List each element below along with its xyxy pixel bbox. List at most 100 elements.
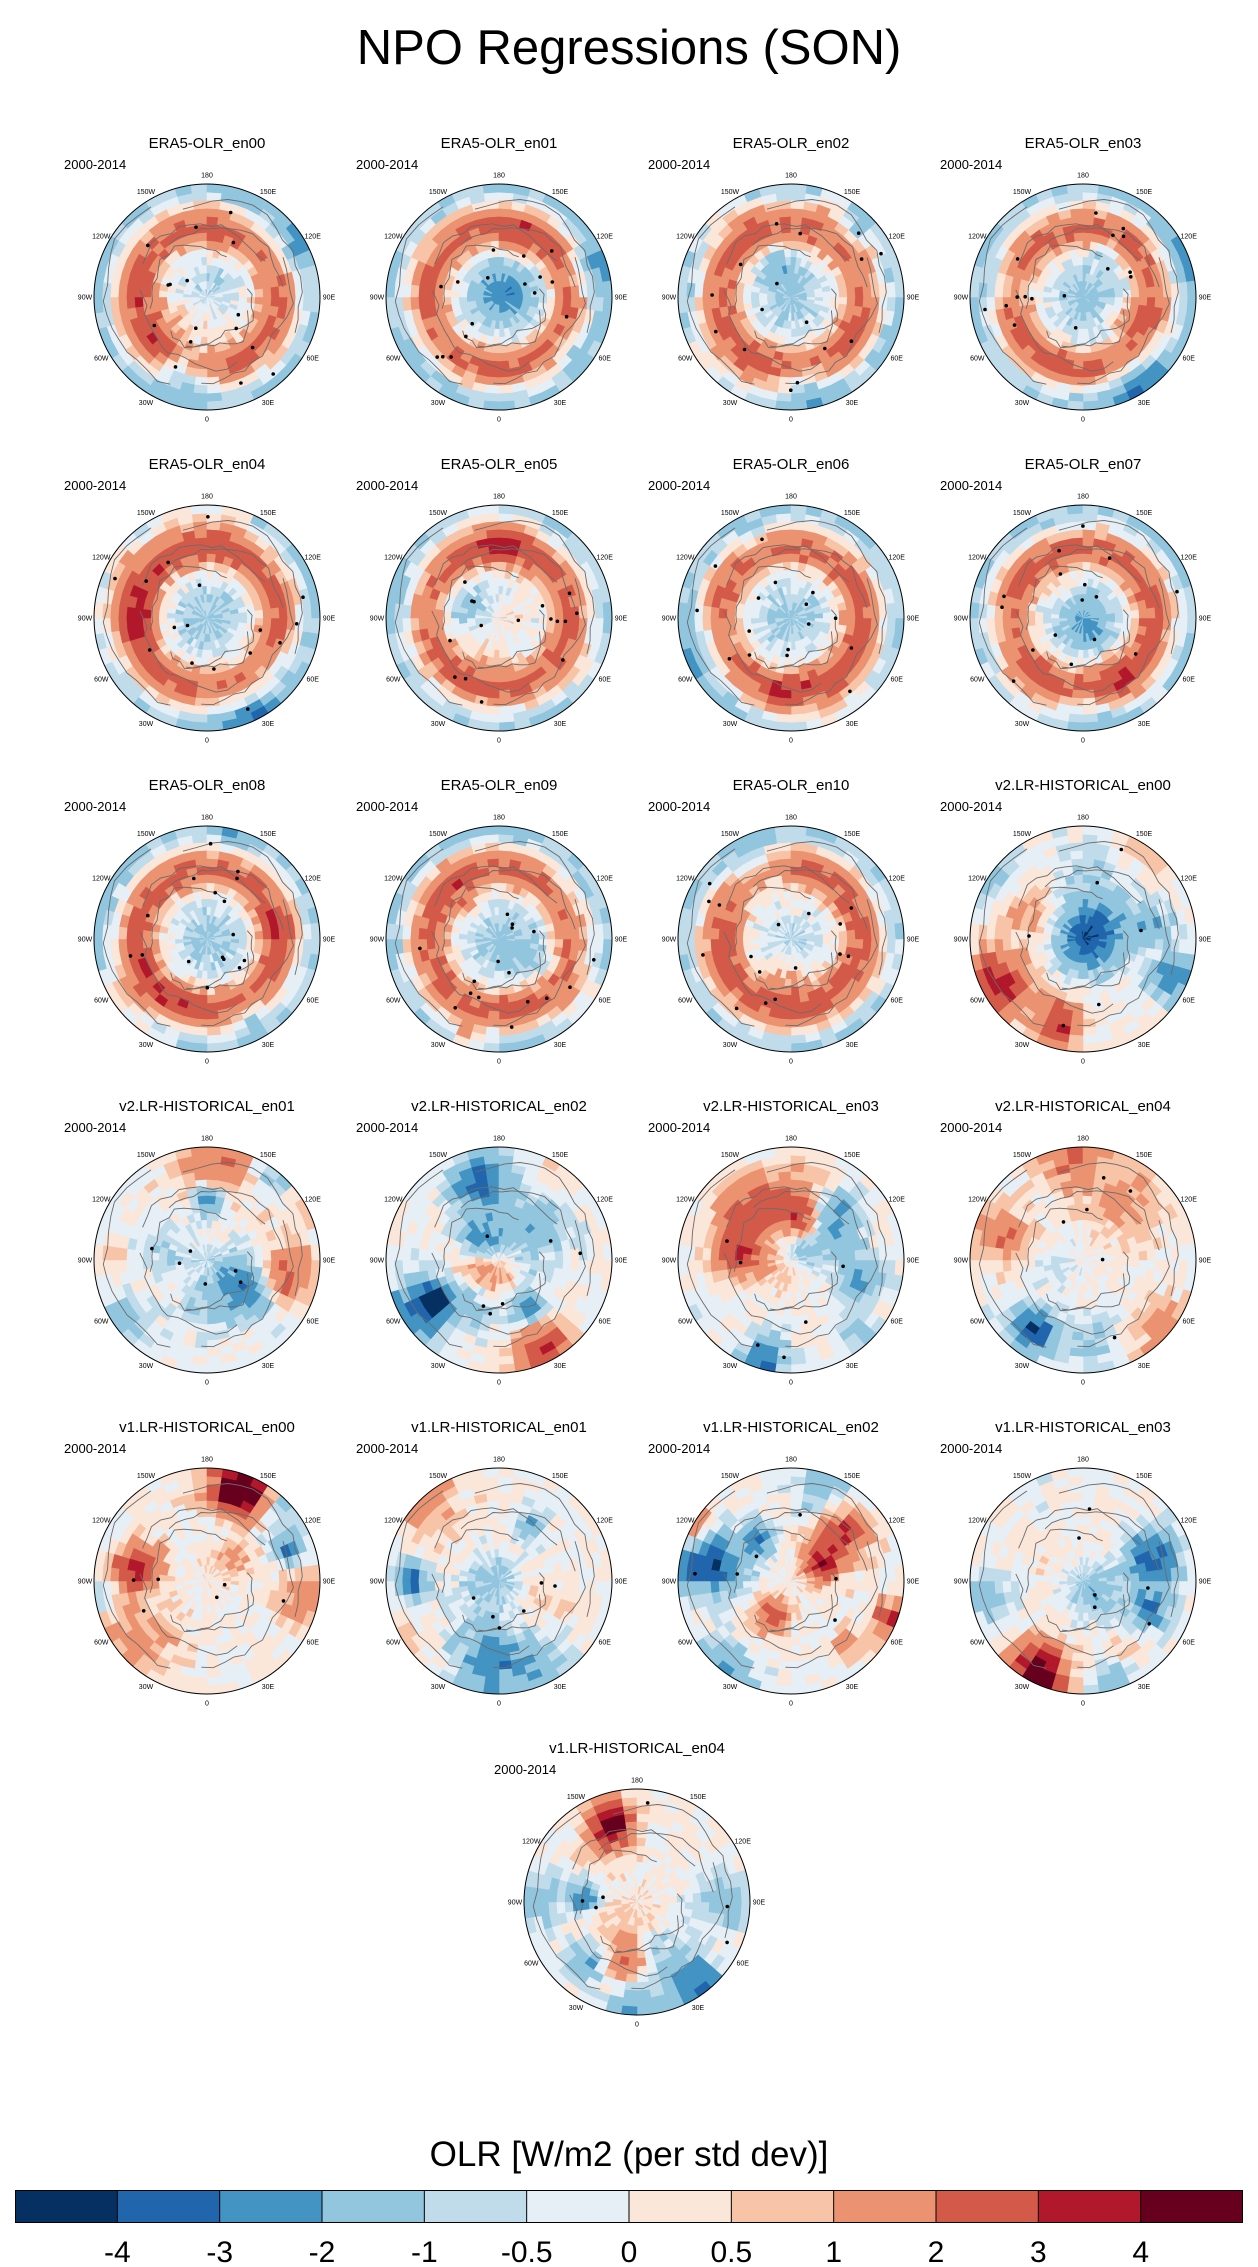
longitude-label: 150W	[137, 1152, 156, 1159]
significance-dot	[1092, 637, 1097, 642]
longitude-label: 60E	[890, 1319, 903, 1326]
map-boundary	[93, 825, 321, 1053]
significance-dot	[1057, 548, 1061, 553]
significance-dot	[509, 1025, 514, 1029]
significance-dot	[793, 966, 798, 970]
significance-dot	[468, 991, 473, 995]
longitude-label: 60W	[386, 1640, 401, 1647]
colorbar-tick-label: 2	[928, 2236, 945, 2267]
significance-dot	[156, 1577, 160, 1582]
significance-dot	[580, 1899, 585, 1903]
longitude-label: 60E	[1182, 1640, 1195, 1647]
longitude-label: 30W	[723, 400, 738, 407]
significance-dot	[1139, 928, 1143, 933]
longitude-label: 120E	[305, 555, 322, 562]
longitude-label: 30E	[554, 1042, 567, 1049]
coastlines	[978, 1162, 1179, 1348]
significance-dot	[545, 996, 549, 1000]
coastlines	[686, 199, 887, 385]
significance-dot	[538, 275, 542, 279]
longitude-label: 30W	[1015, 400, 1030, 407]
longitude-label: 30W	[139, 1684, 154, 1691]
longitude-label: 120E	[735, 1839, 752, 1846]
significance-dot	[833, 616, 838, 620]
longitude-label: 90W	[370, 295, 385, 302]
significance-dot	[239, 381, 243, 385]
significance-dot	[710, 293, 714, 297]
significance-dot	[152, 323, 157, 328]
longitude-label: 120E	[1181, 876, 1198, 883]
longitude-label: 90E	[753, 1900, 766, 1907]
longitude-label: 150W	[1013, 1152, 1032, 1159]
coastlines	[686, 841, 887, 1027]
significance-dot	[250, 345, 255, 350]
longitude-label: 90W	[78, 616, 93, 623]
longitude-label: 150W	[137, 1473, 156, 1480]
significance-dot	[479, 700, 484, 704]
map-panel: ERA5-OLR_en02 180 150E 120E 90E 60E 30E 0 30W 60W…	[646, 135, 936, 425]
significance-dot	[441, 354, 445, 359]
longitude-label: 30E	[262, 1363, 275, 1370]
longitude-label: 60E	[890, 677, 903, 684]
map-field	[970, 1147, 1196, 1373]
longitude-label: 150E	[1136, 510, 1153, 517]
significance-dot	[146, 913, 150, 918]
significance-dot	[763, 1001, 768, 1005]
panel-title: ERA5-OLR_en00	[148, 135, 266, 152]
map-field	[94, 826, 320, 1052]
map-panel: ERA5-OLR_en04 180 150E 120E 90E 60E 30E 0 30W 60W…	[62, 456, 352, 746]
significance-dot	[725, 1904, 730, 1909]
significance-dot	[418, 946, 422, 951]
longitude-label: 30E	[262, 721, 275, 728]
longitude-label: 90W	[78, 937, 93, 944]
longitude-label: 90E	[323, 1579, 336, 1586]
significance-dot	[1061, 1023, 1066, 1028]
longitude-label: 30E	[1138, 1042, 1151, 1049]
longitude-label: 60E	[598, 1319, 611, 1326]
map-boundary	[677, 1146, 905, 1374]
map-boundary	[385, 825, 613, 1053]
significance-dot	[601, 1895, 605, 1899]
longitude-label: 180	[493, 173, 505, 180]
colorbar-tick-label: -0.5	[501, 2236, 553, 2267]
longitude-label: 60W	[94, 356, 109, 363]
significance-dot	[727, 657, 732, 661]
longitude-label: 150E	[260, 1152, 277, 1159]
longitude-label: 60E	[306, 356, 319, 363]
map-field	[94, 1468, 320, 1694]
colorbar-swatch	[1038, 2190, 1141, 2223]
significance-dot	[717, 903, 722, 907]
significance-dot	[481, 1304, 486, 1308]
longitude-label: 120W	[92, 1518, 111, 1525]
panel-title: ERA5-OLR_en04	[148, 456, 266, 473]
significance-dot	[823, 346, 827, 351]
longitude-label: 60W	[386, 1319, 401, 1326]
significance-dot	[510, 922, 515, 926]
panel-period: 2000-2014	[494, 1762, 557, 1777]
significance-dot	[222, 1582, 227, 1587]
longitude-label: 90E	[1199, 937, 1212, 944]
coastlines	[978, 199, 1179, 385]
longitude-label: 90W	[954, 1258, 969, 1265]
panel-title: ERA5-OLR_en01	[440, 135, 558, 152]
significance-dot	[1004, 303, 1008, 308]
significance-dot	[1094, 595, 1099, 599]
significance-dot	[773, 580, 778, 585]
longitude-label: 90E	[615, 295, 628, 302]
longitude-label: 150E	[552, 831, 569, 838]
longitude-label: 120W	[92, 876, 111, 883]
longitude-label: 30W	[139, 400, 154, 407]
longitude-label: 150E	[552, 189, 569, 196]
longitude-label: 0	[1081, 1701, 1085, 1708]
panel-period: 2000-2014	[940, 1120, 1003, 1135]
longitude-label: 0	[497, 1380, 501, 1387]
significance-dot	[1119, 847, 1124, 852]
coastlines	[102, 520, 303, 706]
significance-dot	[439, 284, 443, 289]
significance-dot	[1175, 589, 1179, 594]
longitude-label: 150W	[429, 510, 448, 517]
polar-map: 180 150E 120E 90E 60E 30E 0 30W 60W 90W 120W 150W	[508, 1778, 766, 2029]
significance-dot	[735, 1572, 739, 1576]
longitude-label: 90W	[78, 295, 93, 302]
longitude-label: 0	[497, 738, 501, 745]
